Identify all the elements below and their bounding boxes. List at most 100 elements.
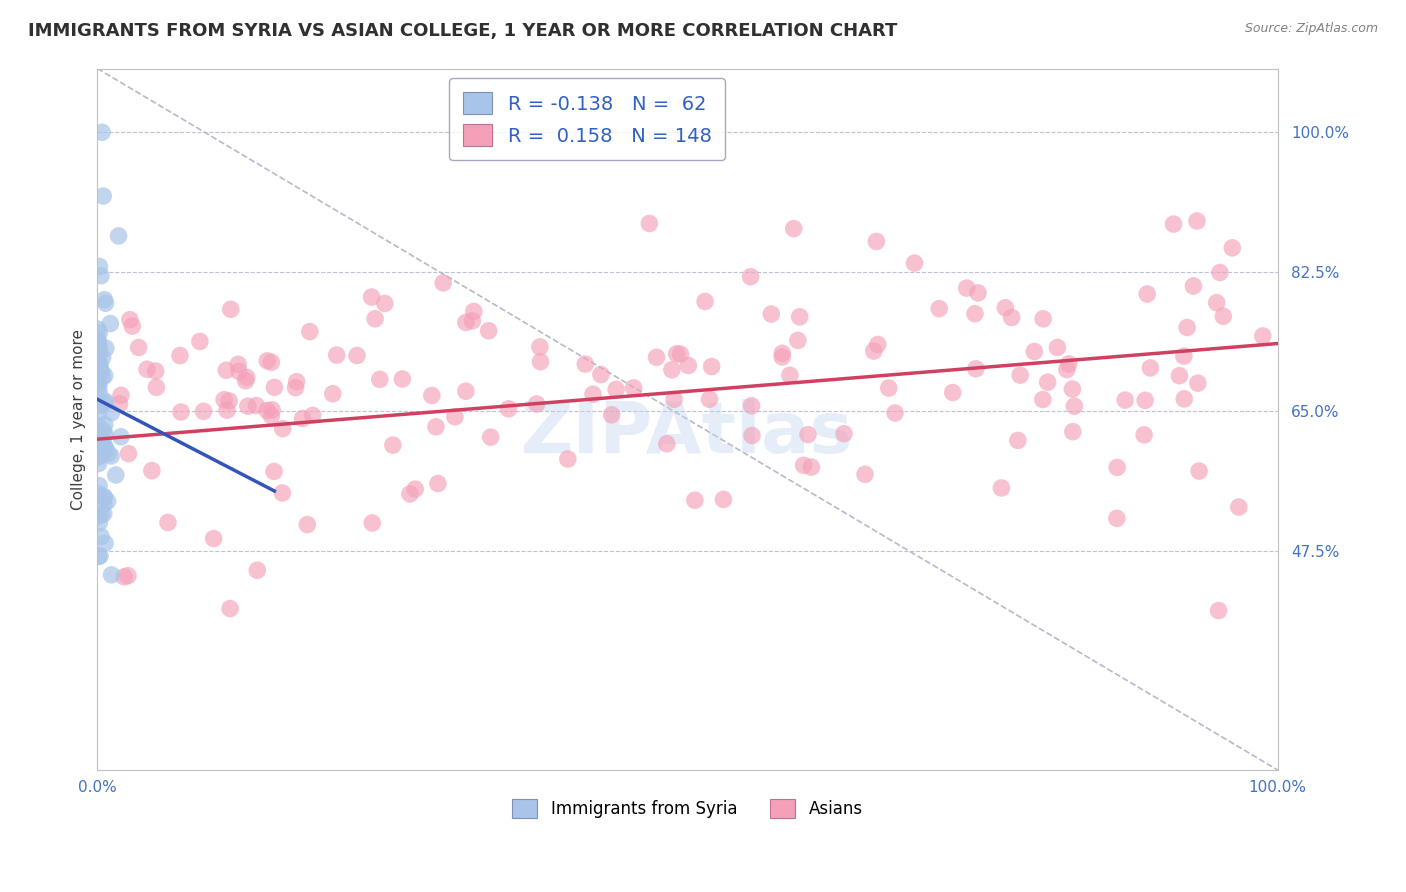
- Point: [100, 406, 122, 420]
- Point: [529, 340, 551, 354]
- Point: [89, 385, 111, 400]
- Text: Source: ZipAtlas.com: Source: ZipAtlas.com: [1244, 22, 1378, 36]
- Point: [98, 317, 121, 331]
- Point: [228, 364, 250, 378]
- Point: [91, 351, 114, 365]
- Point: [1208, 603, 1230, 617]
- Point: [662, 392, 685, 407]
- Point: [90, 530, 112, 544]
- Point: [529, 354, 551, 368]
- Point: [262, 403, 284, 417]
- Point: [298, 325, 321, 339]
- Point: [93, 438, 115, 452]
- Point: [699, 392, 721, 407]
- Point: [89, 260, 111, 274]
- Point: [865, 235, 887, 249]
- Point: [89, 357, 111, 371]
- Point: [271, 486, 294, 500]
- Point: [1133, 393, 1156, 408]
- Point: [219, 601, 242, 615]
- Point: [928, 301, 950, 316]
- Point: [1185, 214, 1208, 228]
- Point: [87, 322, 110, 336]
- Point: [1168, 368, 1191, 383]
- Point: [226, 357, 249, 371]
- Point: [93, 368, 115, 383]
- Point: [260, 409, 283, 423]
- Point: [364, 311, 387, 326]
- Point: [89, 358, 111, 372]
- Point: [87, 376, 110, 391]
- Point: [256, 403, 278, 417]
- Point: [170, 405, 193, 419]
- Point: [218, 394, 240, 409]
- Point: [1063, 399, 1085, 413]
- Point: [693, 294, 716, 309]
- Point: [141, 464, 163, 478]
- Point: [284, 381, 307, 395]
- Point: [89, 342, 111, 356]
- Point: [325, 348, 347, 362]
- Point: [589, 368, 612, 382]
- Point: [87, 406, 110, 420]
- Point: [965, 361, 987, 376]
- Point: [793, 458, 815, 473]
- Point: [107, 228, 129, 243]
- Point: [145, 364, 167, 378]
- Point: [498, 401, 520, 416]
- Point: [461, 314, 484, 328]
- Point: [1032, 392, 1054, 407]
- Point: [271, 422, 294, 436]
- Point: [623, 381, 645, 395]
- Point: [399, 487, 422, 501]
- Y-axis label: College, 1 year or more: College, 1 year or more: [72, 329, 86, 509]
- Point: [574, 357, 596, 371]
- Point: [661, 363, 683, 377]
- Point: [245, 399, 267, 413]
- Point: [1139, 360, 1161, 375]
- Point: [256, 354, 278, 368]
- Point: [93, 490, 115, 504]
- Point: [1024, 344, 1046, 359]
- Point: [219, 302, 242, 317]
- Point: [89, 549, 111, 563]
- Point: [188, 334, 211, 349]
- Point: [346, 349, 368, 363]
- Point: [93, 497, 115, 511]
- Point: [700, 359, 723, 374]
- Point: [1056, 362, 1078, 376]
- Point: [93, 424, 115, 438]
- Point: [100, 449, 122, 463]
- Point: [956, 281, 979, 295]
- Point: [93, 507, 115, 521]
- Point: [94, 296, 117, 310]
- Point: [1187, 376, 1209, 391]
- Legend: Immigrants from Syria, Asians: Immigrants from Syria, Asians: [506, 792, 869, 825]
- Point: [420, 388, 443, 402]
- Point: [128, 341, 150, 355]
- Point: [655, 437, 678, 451]
- Point: [853, 467, 876, 482]
- Point: [212, 392, 235, 407]
- Point: [215, 403, 238, 417]
- Point: [381, 438, 404, 452]
- Point: [963, 307, 986, 321]
- Point: [117, 447, 139, 461]
- Point: [87, 457, 110, 471]
- Point: [260, 355, 283, 369]
- Point: [89, 487, 111, 501]
- Point: [432, 276, 454, 290]
- Point: [93, 442, 115, 456]
- Point: [1175, 320, 1198, 334]
- Point: [110, 388, 132, 402]
- Point: [1062, 425, 1084, 439]
- Point: [665, 347, 688, 361]
- Point: [87, 429, 110, 443]
- Point: [145, 380, 167, 394]
- Point: [1107, 460, 1129, 475]
- Point: [121, 319, 143, 334]
- Text: ZIPAtlas: ZIPAtlas: [522, 399, 853, 467]
- Point: [713, 492, 735, 507]
- Point: [361, 516, 384, 530]
- Point: [404, 482, 426, 496]
